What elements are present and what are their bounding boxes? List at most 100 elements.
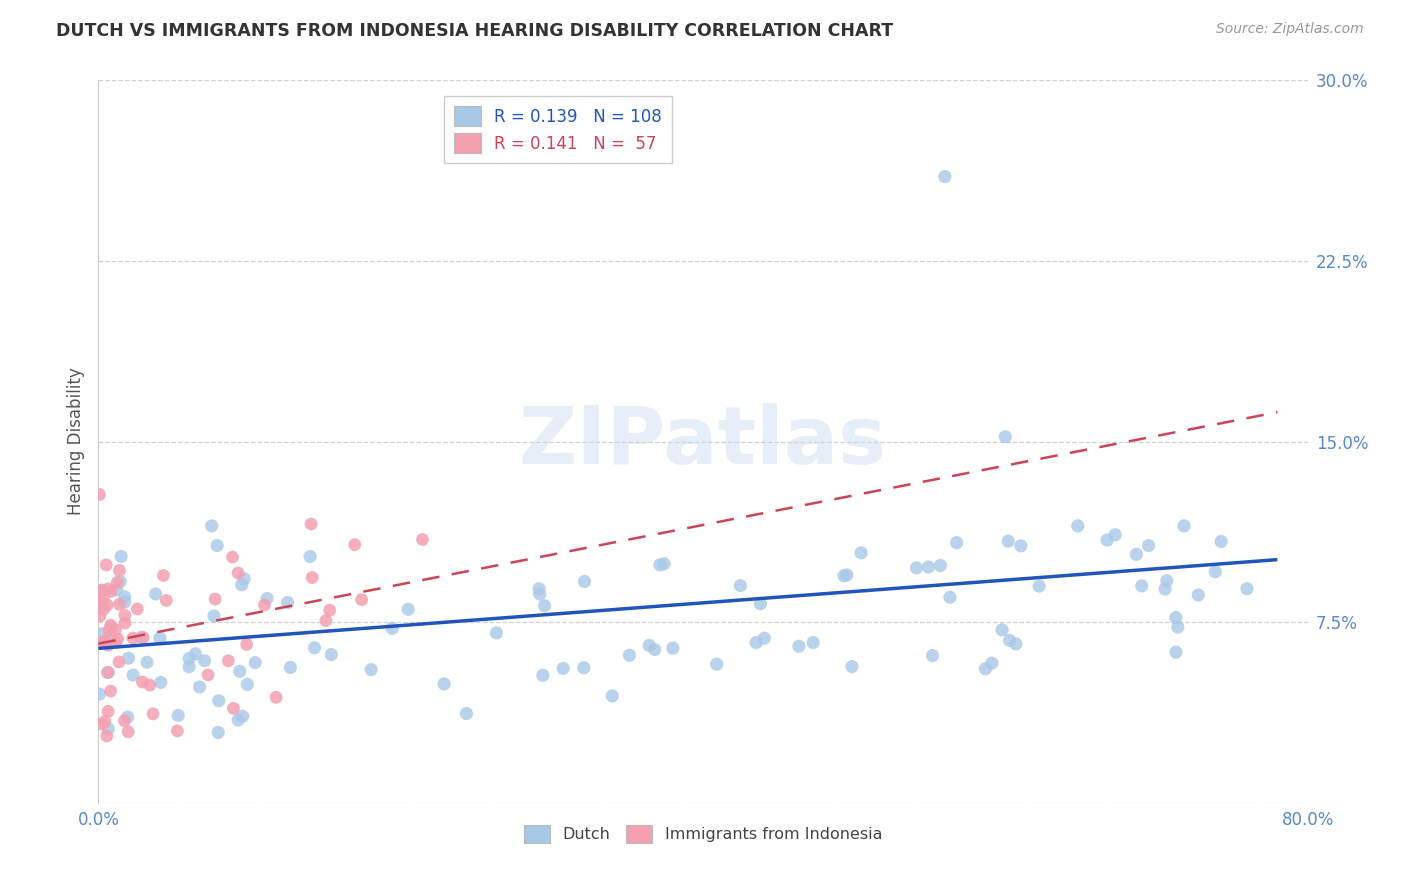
Point (104, 623, 127, 637)
Point (531, 668, 554, 682)
Point (648, 558, 671, 572)
Point (90, 600, 112, 615)
Point (179, 651, 201, 665)
Point (167, 708, 190, 723)
Point (1130, 579, 1153, 593)
Point (572, 661, 595, 675)
Point (93, 591, 115, 605)
Point (177, 659, 200, 673)
Point (1137, 539, 1160, 553)
Point (644, 642, 666, 657)
Point (222, 701, 245, 715)
Point (91, 596, 114, 610)
Point (980, 656, 1002, 670)
Point (90, 717, 112, 731)
Point (114, 714, 136, 728)
Point (98, 631, 121, 645)
Point (108, 564, 131, 578)
Point (152, 568, 174, 582)
Point (841, 659, 863, 673)
Point (90, 627, 112, 641)
Point (221, 550, 243, 565)
Point (253, 598, 276, 612)
Point (411, 533, 433, 547)
Point (652, 557, 675, 571)
Point (706, 657, 728, 672)
Point (197, 668, 219, 682)
Point (299, 549, 322, 564)
Point (97, 638, 120, 652)
Point (89, 635, 111, 649)
Point (117, 710, 139, 724)
Point (315, 614, 337, 628)
Point (108, 598, 131, 612)
Point (787, 640, 810, 654)
Point (93, 602, 115, 616)
Point (929, 558, 952, 573)
Point (994, 430, 1017, 444)
Point (142, 706, 165, 721)
Point (184, 647, 207, 661)
Point (90, 582, 112, 597)
Point (571, 97, 593, 112)
Point (343, 538, 366, 552)
Point (114, 590, 136, 604)
Point (235, 637, 257, 651)
Point (145, 587, 167, 601)
Point (105, 575, 128, 590)
Point (917, 560, 939, 574)
Point (100, 618, 122, 632)
Point (233, 572, 256, 586)
Point (396, 602, 419, 616)
Point (945, 535, 967, 549)
Point (97, 624, 120, 638)
Point (939, 591, 962, 605)
Point (97, 665, 120, 680)
Point (256, 591, 278, 606)
Point (149, 675, 172, 690)
Point (849, 546, 872, 560)
Point (730, 579, 752, 593)
Point (974, 662, 997, 676)
Point (89, 609, 111, 624)
Point (360, 663, 382, 677)
Point (485, 626, 508, 640)
Point (619, 648, 641, 663)
Point (553, 661, 575, 675)
Point (136, 655, 159, 669)
Point (236, 677, 259, 691)
Point (1028, 579, 1050, 593)
Point (131, 630, 153, 644)
Point (226, 566, 249, 580)
Point (934, 169, 956, 184)
Text: Source: ZipAtlas.com: Source: ZipAtlas.com (1216, 22, 1364, 37)
Point (100, 684, 122, 698)
Point (131, 675, 153, 690)
Point (96, 598, 118, 612)
Point (1010, 539, 1032, 553)
Point (1164, 645, 1187, 659)
Point (114, 608, 136, 623)
Point (97, 582, 120, 596)
Point (754, 631, 776, 645)
Point (321, 648, 343, 662)
Point (433, 677, 456, 691)
Point (350, 592, 373, 607)
Point (107, 632, 129, 646)
Point (749, 597, 772, 611)
Point (117, 724, 139, 739)
Point (226, 713, 249, 727)
Point (194, 654, 217, 668)
Point (456, 706, 478, 721)
Point (319, 603, 342, 617)
Point (208, 694, 231, 708)
Point (835, 568, 858, 582)
Point (110, 574, 132, 589)
Point (201, 518, 224, 533)
Point (905, 561, 928, 575)
Point (104, 635, 127, 649)
Point (277, 596, 299, 610)
Point (97, 722, 120, 736)
Point (90, 584, 112, 599)
Point (205, 539, 228, 553)
